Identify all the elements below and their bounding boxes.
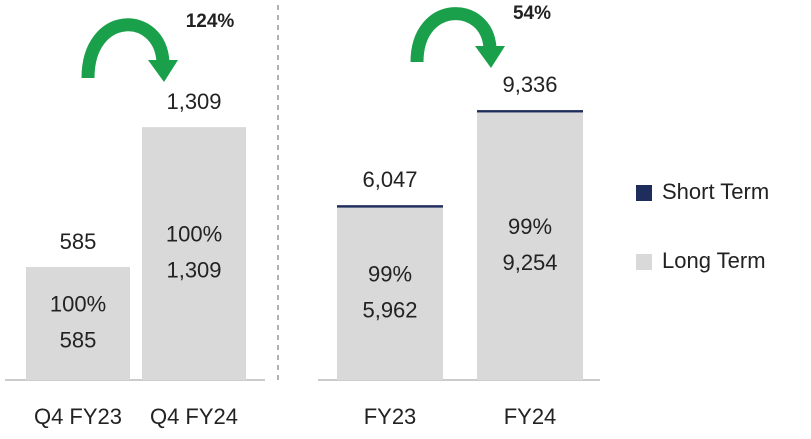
x-tick-label: Q4 FY24	[150, 404, 238, 429]
total-label: 9,336	[502, 72, 557, 97]
growth-arrow	[410, 7, 505, 68]
share-label: 99%	[368, 262, 412, 287]
bar-segment	[142, 127, 246, 380]
bar-segment	[477, 110, 583, 113]
legend-swatch	[636, 185, 652, 201]
share-label: 99%	[508, 214, 552, 239]
bar-segment	[337, 205, 443, 208]
legend-label: Short Term	[662, 179, 769, 204]
value-label: 9,254	[502, 250, 557, 275]
total-label: 1,309	[166, 89, 221, 114]
growth-label: 124%	[186, 11, 235, 32]
growth-label: 54%	[513, 3, 551, 24]
share-label: 100%	[166, 221, 222, 246]
x-tick-label: FY23	[364, 404, 417, 429]
value-label: 5,962	[362, 298, 417, 323]
x-tick-label: Q4 FY23	[34, 404, 122, 429]
bar-segment	[477, 112, 583, 380]
total-label: 6,047	[362, 167, 417, 192]
bar-segment	[26, 266, 130, 380]
total-label: 585	[60, 229, 97, 254]
bar-segment	[337, 207, 443, 380]
legend-label: Long Term	[662, 248, 766, 273]
growth-arrow	[81, 18, 178, 82]
legend-swatch	[636, 254, 652, 270]
value-label: 585	[60, 327, 97, 352]
x-tick-label: FY24	[504, 404, 557, 429]
share-label: 100%	[50, 291, 106, 316]
value-label: 1,309	[166, 257, 221, 282]
